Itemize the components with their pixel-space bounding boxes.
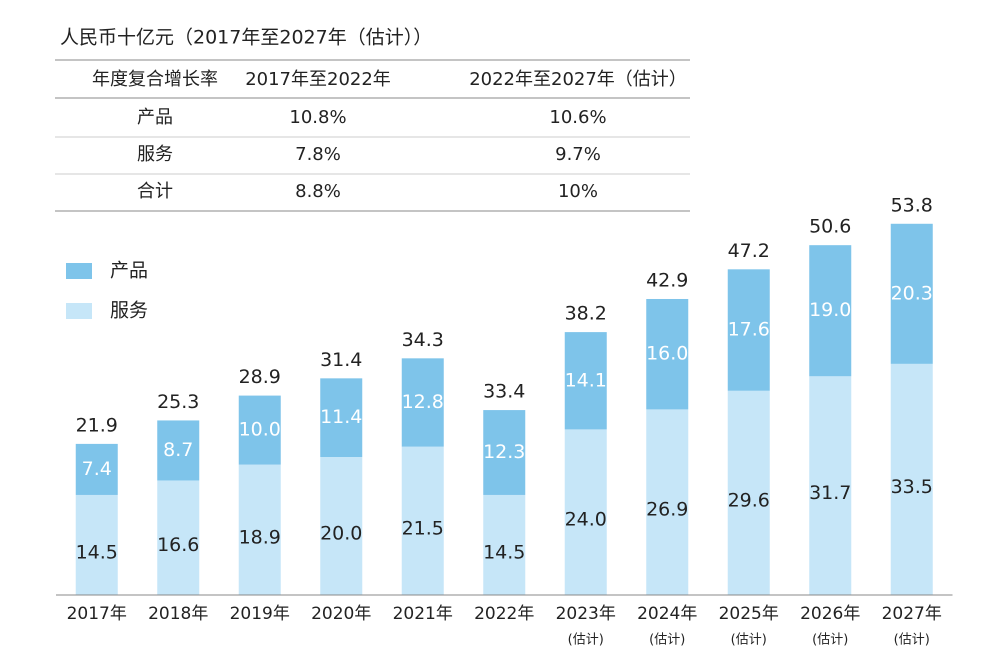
value-label: 16.0: [646, 343, 688, 365]
x-tick-label: 2020年: [311, 604, 371, 624]
value-label: 7.4: [82, 458, 112, 480]
value-label: 26.9: [646, 499, 688, 521]
bar-segment: [157, 480, 200, 595]
total-label: 47.2: [728, 240, 770, 262]
x-tick-label: 2023年: [556, 604, 616, 624]
bar-segment: [401, 358, 444, 447]
bar-segment: [646, 409, 689, 595]
value-label: 33.5: [891, 476, 933, 498]
bar-segment: [809, 245, 852, 377]
value-label: 20.3: [891, 282, 933, 304]
x-tick-label: 2018年: [148, 604, 208, 624]
bar-segment: [564, 332, 607, 430]
value-label: 12.8: [402, 391, 444, 413]
bar-segment: [564, 429, 607, 595]
table-cell: 10.8%: [289, 107, 346, 128]
legend-label: 产品: [110, 260, 148, 282]
value-label: 11.4: [320, 406, 362, 428]
value-label: 31.7: [809, 482, 851, 504]
table-title: 人民币十亿元（2017年至2027年（估计））: [60, 27, 432, 49]
bar-segment: [483, 494, 526, 595]
bar-segment: [483, 410, 526, 495]
bar-segment: [75, 494, 118, 595]
total-label: 33.4: [483, 381, 525, 403]
legend-swatch: [66, 303, 92, 319]
value-label: 21.5: [402, 517, 444, 539]
table-cell: 10%: [558, 181, 598, 202]
x-tick-label: 2024年: [637, 604, 697, 624]
table-header: 年度复合增长率: [92, 69, 218, 90]
table-cell: 产品: [137, 107, 173, 128]
total-label: 31.4: [320, 349, 362, 371]
bar-segment: [890, 363, 933, 595]
value-label: 8.7: [163, 439, 193, 461]
bar-segment: [809, 376, 852, 595]
value-label: 16.6: [157, 534, 199, 556]
value-label: 14.5: [483, 541, 525, 563]
total-label: 25.3: [157, 391, 199, 413]
x-tick-label: 2025年: [719, 604, 779, 624]
value-label: 20.0: [320, 523, 362, 545]
bar-segment: [401, 446, 444, 595]
x-tick-label: 2022年: [474, 604, 534, 624]
bar-segment: [727, 390, 770, 595]
value-label: 10.0: [239, 419, 281, 441]
x-tick-label: 2026年: [800, 604, 860, 624]
x-tick-label: 2021年: [393, 604, 453, 624]
x-tick-note: (估计): [812, 633, 848, 648]
table-header: 2022年至2027年（估计）: [469, 69, 687, 90]
value-label: 14.1: [565, 369, 607, 391]
x-tick-label: 2027年: [882, 604, 942, 624]
total-label: 28.9: [239, 366, 281, 388]
value-label: 29.6: [728, 489, 770, 511]
table-header: 2017年至2022年: [245, 69, 391, 90]
bar-segment: [320, 378, 363, 457]
bar-segment: [75, 443, 118, 495]
x-tick-label: 2017年: [67, 604, 127, 624]
total-label: 53.8: [891, 194, 933, 216]
bar-segment: [157, 420, 200, 481]
bar-segment: [646, 298, 689, 410]
bar-segment: [320, 457, 363, 595]
value-label: 12.3: [483, 441, 525, 463]
table-cell: 7.8%: [295, 144, 341, 165]
value-label: 14.5: [76, 541, 118, 563]
total-label: 38.2: [565, 303, 607, 325]
bar-segment: [238, 464, 281, 595]
bar-segment: [727, 269, 770, 391]
total-label: 42.9: [646, 269, 688, 291]
bar-segment: [890, 223, 933, 364]
x-tick-label: 2019年: [230, 604, 290, 624]
x-tick-note: (估计): [568, 633, 604, 648]
value-label: 18.9: [239, 526, 281, 548]
legend-label: 服务: [110, 300, 148, 322]
table-cell: 服务: [137, 144, 173, 165]
table-cell: 9.7%: [555, 144, 601, 165]
total-label: 34.3: [402, 329, 444, 351]
x-tick-note: (估计): [649, 633, 685, 648]
table-cell: 8.8%: [295, 181, 341, 202]
x-tick-note: (估计): [894, 633, 930, 648]
value-label: 24.0: [565, 509, 607, 531]
table-cell: 合计: [137, 181, 173, 202]
value-label: 17.6: [728, 319, 770, 341]
bar-segment: [238, 395, 281, 465]
legend-swatch: [66, 263, 92, 279]
value-label: 19.0: [809, 299, 851, 321]
total-label: 21.9: [76, 414, 118, 436]
x-tick-note: (估计): [731, 633, 767, 648]
table-cell: 10.6%: [549, 107, 606, 128]
total-label: 50.6: [809, 216, 851, 238]
